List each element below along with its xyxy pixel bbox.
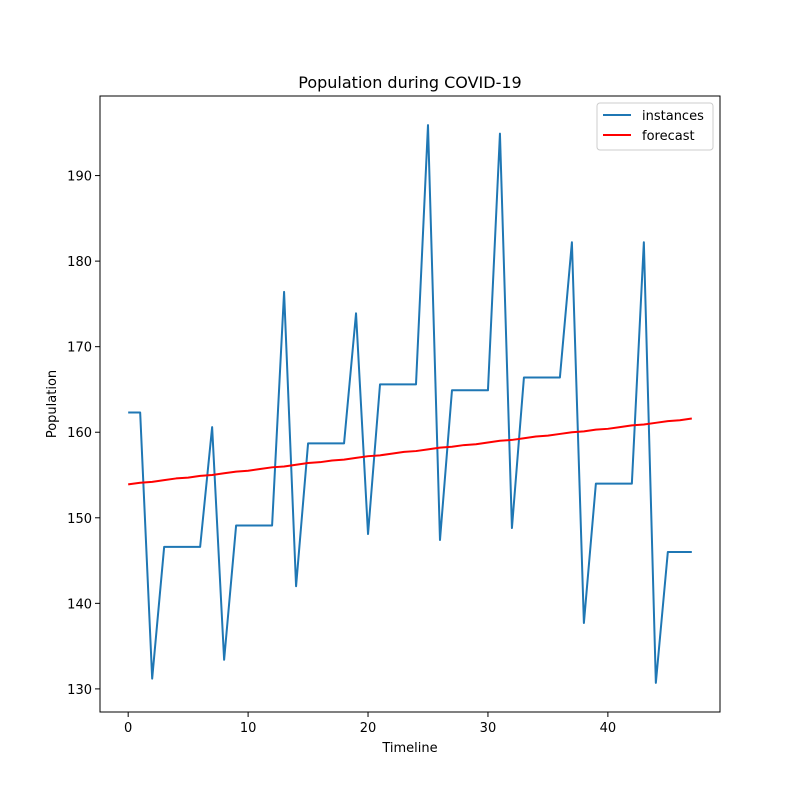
series-line-forecast: [128, 417, 692, 486]
y-tick-label: 150: [67, 512, 92, 527]
legend-label-forecast: forecast: [642, 129, 695, 144]
x-tick-label: 30: [480, 721, 497, 736]
y-tick-label: 170: [67, 341, 92, 356]
legend: instances forecast: [596, 102, 714, 151]
y-tick-label: 140: [67, 597, 92, 612]
x-axis: 0 10 20 30 40: [124, 712, 616, 736]
x-tick-label: 20: [360, 721, 377, 736]
legend-label-instances: instances: [642, 109, 704, 124]
y-axis-label: Population: [45, 370, 60, 438]
chart-title: Population during COVID-19: [298, 73, 521, 92]
y-tick-label: 130: [67, 683, 92, 698]
plot-lines: [128, 124, 692, 684]
x-axis-label: Timeline: [381, 741, 437, 756]
plot-frame: [99, 95, 721, 713]
y-tick-label: 180: [67, 255, 92, 270]
series-line-instances: [128, 124, 692, 684]
x-tick-label: 40: [600, 721, 617, 736]
y-tick-label: 160: [67, 426, 92, 441]
x-tick-label: 0: [124, 721, 132, 736]
y-axis: 130 140 150 160 170 180 190: [67, 170, 100, 698]
y-tick-label: 190: [67, 170, 92, 185]
x-tick-label: 10: [240, 721, 257, 736]
